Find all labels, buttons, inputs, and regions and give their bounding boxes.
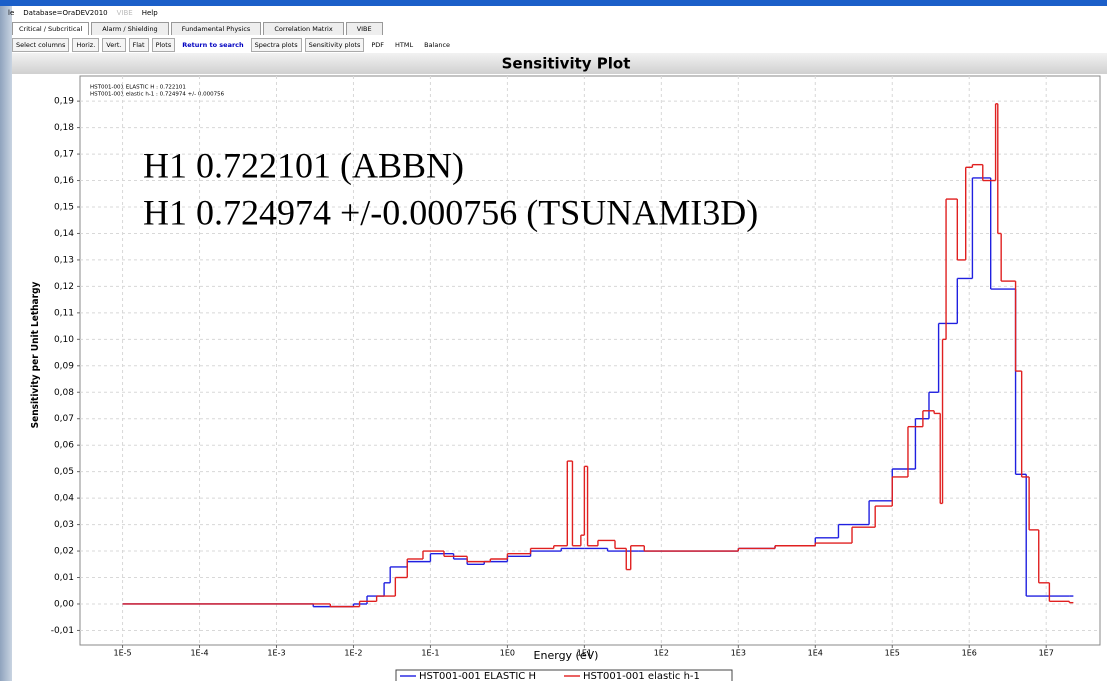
tab[interactable]: Correlation Matrix <box>263 22 344 35</box>
menu-item[interactable]: Database=OraDEV2010 <box>23 9 108 17</box>
menu-item[interactable]: Help <box>141 9 158 17</box>
x-tick-label: 1E6 <box>962 649 977 658</box>
y-tick-label: 0,08 <box>54 388 74 398</box>
y-tick-label: 0,06 <box>54 441 74 451</box>
y-tick-label: 0,10 <box>54 335 74 345</box>
side-band <box>0 6 12 681</box>
y-tick-label: 0,19 <box>54 97 74 107</box>
tab[interactable]: Fundamental Physics <box>170 22 262 35</box>
y-tick-label: 0,09 <box>54 361 74 371</box>
button[interactable]: Sensitivity plots <box>304 38 365 52</box>
tab[interactable]: VIBE <box>345 22 383 35</box>
button[interactable]: Spectra plots <box>250 38 302 52</box>
info-text: HST001-001 ELASTIC H : 0.722101 <box>90 85 186 91</box>
x-tick-label: 1E4 <box>808 649 823 658</box>
legend-label: HST001-001 ELASTIC H <box>419 671 536 681</box>
button[interactable]: Balance <box>424 41 451 49</box>
y-tick-label: 0,05 <box>54 467 74 477</box>
x-tick-label: 1E-4 <box>190 649 208 658</box>
y-axis-label: Sensitivity per Unit Lethargy <box>30 281 41 428</box>
y-tick-label: 0,01 <box>54 573 74 583</box>
button[interactable]: Return to search <box>182 41 244 49</box>
y-tick-label: 0,11 <box>54 308 74 318</box>
y-tick-label: 0,15 <box>54 203 74 213</box>
chart-title: Sensitivity Plot <box>502 55 631 73</box>
y-tick-label: 0,02 <box>54 547 74 557</box>
x-tick-label: 1E3 <box>731 649 746 658</box>
info-text: HST001-001 elastic h-1 : 0.724974 +/- 0.… <box>90 92 225 98</box>
button[interactable]: Plots <box>151 38 176 52</box>
y-tick-label: 0,12 <box>54 282 74 292</box>
menu-item[interactable]: VIBE <box>116 9 133 17</box>
x-tick-label: 1E-5 <box>113 649 131 658</box>
menu-bar: le Database=OraDEV2010 VIBE Help <box>8 9 158 17</box>
y-tick-label: 0,17 <box>54 150 74 160</box>
x-tick-label: 1E2 <box>654 649 669 658</box>
x-tick-label: 1E5 <box>885 649 900 658</box>
x-tick-label: 1E-1 <box>421 649 439 658</box>
x-tick-label: 1E1 <box>577 649 592 658</box>
x-tick-label: 1E0 <box>500 649 515 658</box>
toolbar: Select columns Horiz. Vert. Flat Plots R… <box>12 38 454 52</box>
y-tick-label: 0,13 <box>54 255 74 265</box>
y-tick-label: 0,04 <box>54 494 74 504</box>
button[interactable]: Vert. <box>102 38 126 52</box>
y-tick-label: 0,00 <box>54 599 74 609</box>
y-tick-label: 0,18 <box>54 123 74 133</box>
tab-bar: Critical / Subcritical Alarm / Shielding… <box>12 22 385 35</box>
x-tick-label: 1E7 <box>1039 649 1054 658</box>
plot-area <box>79 75 1101 646</box>
y-tick-label: 0,14 <box>54 229 74 239</box>
x-tick-label: 1E-2 <box>344 649 362 658</box>
x-axis-label: Energy (eV) <box>534 649 599 662</box>
title-bar <box>12 53 1107 74</box>
y-tick-label: 0,16 <box>54 176 74 186</box>
y-tick-label: 0,07 <box>54 414 74 424</box>
y-tick-label: 0,03 <box>54 520 74 530</box>
y-tick-label: -0,01 <box>51 626 74 636</box>
button[interactable]: Flat <box>128 38 149 52</box>
menu-item[interactable]: le <box>8 9 15 17</box>
window-bar <box>0 0 1107 6</box>
button[interactable]: Select columns <box>12 38 70 52</box>
button[interactable]: HTML <box>395 41 414 49</box>
button[interactable]: Horiz. <box>72 38 100 52</box>
x-tick-label: 1E-3 <box>267 649 285 658</box>
tab[interactable]: Alarm / Shielding <box>91 22 169 35</box>
annotation: H1 0.722101 (ABBN) <box>143 145 464 185</box>
legend-label: HST001-001 elastic h-1 <box>583 671 700 681</box>
tab[interactable]: Critical / Subcritical <box>12 22 90 35</box>
annotation: H1 0.724974 +/-0.000756 (TSUNAMI3D) <box>143 192 758 232</box>
button[interactable]: PDF <box>371 41 385 49</box>
